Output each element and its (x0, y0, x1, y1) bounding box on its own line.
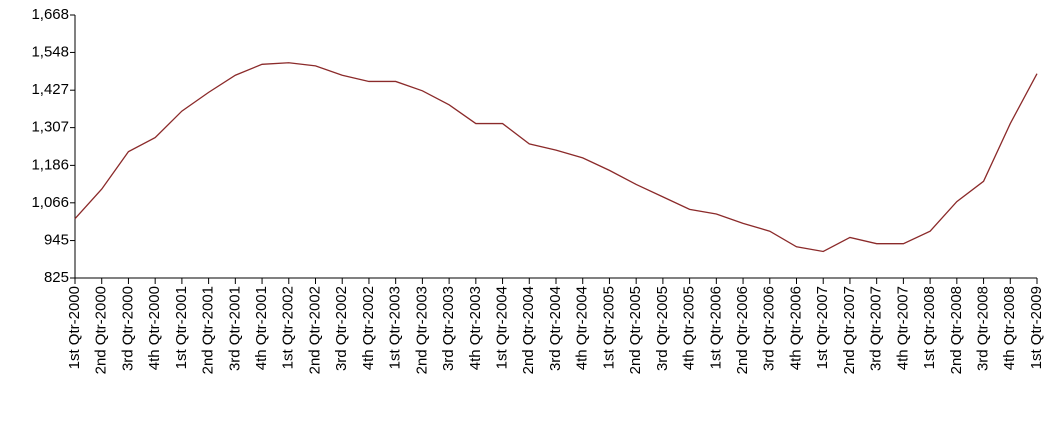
x-tick-label: 1st Qtr-2008 (921, 286, 938, 369)
x-tick-label: 4th Qtr-2002 (360, 286, 377, 370)
x-tick-label: 1st Qtr-2004 (494, 286, 511, 369)
x-tick-label: 3rd Qtr-2008 (975, 286, 992, 371)
x-tick-label: 2nd Qtr-2006 (734, 286, 751, 374)
x-tick-label: 4th Qtr-2008 (1001, 286, 1018, 370)
x-tick-label: 3rd Qtr-2002 (333, 286, 350, 371)
x-tick-label: 3rd Qtr-2004 (547, 286, 564, 371)
x-tick-label: 1st Qtr-2007 (814, 286, 831, 369)
x-tick-label: 4th Qtr-2001 (253, 286, 270, 370)
x-tick-label: 4th Qtr-2003 (467, 286, 484, 370)
x-tick-label: 4th Qtr-2006 (787, 286, 804, 370)
line (74, 62, 1038, 253)
y-tick-label: 1,307 (31, 119, 69, 136)
x-tick-label: 2nd Qtr-2003 (413, 286, 430, 374)
x-tick-label: 2nd Qtr-2004 (520, 286, 537, 374)
x-tick-label: 3rd Qtr-2006 (761, 286, 778, 371)
y-tick-label: 1,548 (31, 43, 69, 60)
x-tick-label: 4th Qtr-2004 (574, 286, 591, 370)
y-tick-label: 825 (44, 269, 69, 286)
x-tick-label: 2nd Qtr-2007 (841, 286, 858, 374)
x-tick-label: 2nd Qtr-2000 (93, 286, 110, 374)
x-tick-label: 1st Qtr-2000 (66, 286, 83, 369)
x-tick-label: 4th Qtr-2007 (894, 286, 911, 370)
y-tick-label: 1,668 (31, 6, 69, 23)
x-tick-label: 1st Qtr-2002 (280, 286, 297, 369)
x-tick-label: 2nd Qtr-2002 (306, 286, 323, 374)
x-tick-label: 2nd Qtr-2008 (948, 286, 965, 374)
x-tick-label: 4th Qtr-2000 (146, 286, 163, 370)
x-tick-label: 3rd Qtr-2003 (440, 286, 457, 371)
x-tick-label: 2nd Qtr-2005 (627, 286, 644, 374)
y-tick-label: 1,066 (31, 194, 69, 211)
y-tick-label: 1,427 (31, 81, 69, 98)
x-tick-label: 3rd Qtr-2005 (654, 286, 671, 371)
y-tick-label: 1,186 (31, 156, 69, 173)
x-tick-label: 1st Qtr-2009 (1028, 286, 1045, 369)
x-tick-label: 1st Qtr-2005 (600, 286, 617, 369)
y-tick-label: 945 (44, 232, 69, 249)
x-tick-label: 4th Qtr-2005 (681, 286, 698, 370)
x-tick-label: 2nd Qtr-2001 (200, 286, 217, 374)
x-tick-label: 3rd Qtr-2000 (119, 286, 136, 371)
x-tick-label: 1st Qtr-2006 (707, 286, 724, 369)
x-tick-label: 3rd Qtr-2001 (226, 286, 243, 371)
x-tick-label: 3rd Qtr-2007 (868, 286, 885, 371)
x-tick-label: 1st Qtr-2001 (173, 286, 190, 369)
x-tick-label: 1st Qtr-2003 (387, 286, 404, 369)
